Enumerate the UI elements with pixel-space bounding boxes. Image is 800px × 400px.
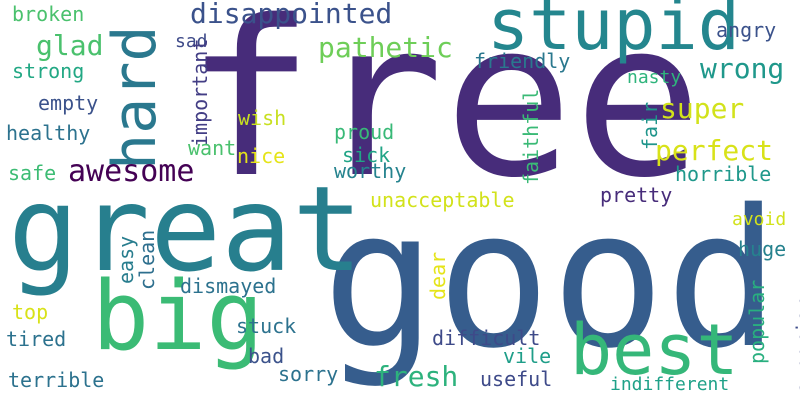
word-superior: superior — [792, 297, 800, 394]
word-important: important — [188, 38, 212, 147]
word-disappointed: disappointed — [190, 0, 393, 30]
word-useful: useful — [480, 367, 553, 391]
word-safe: safe — [8, 161, 57, 185]
word-dear: dear — [426, 251, 450, 300]
word-unacceptable: unacceptable — [370, 188, 515, 212]
word-proud: proud — [334, 120, 395, 144]
word-wrong: wrong — [700, 52, 785, 85]
word-healthy: healthy — [6, 121, 91, 145]
word-terrible: terrible — [8, 368, 105, 392]
word-nice: nice — [237, 144, 286, 168]
word-worthy: worthy — [334, 159, 407, 183]
word-bad: bad — [248, 344, 285, 368]
word-clean: clean — [135, 229, 159, 290]
word-stuck: stuck — [236, 314, 297, 338]
word-easy: easy — [114, 235, 138, 284]
word-top: top — [12, 300, 49, 324]
word-super: super — [660, 92, 745, 125]
word-popular: popular — [745, 279, 769, 364]
word-strong: strong — [12, 59, 85, 83]
word-vile: vile — [503, 344, 552, 368]
word-sad: sad — [175, 31, 208, 52]
word-indifferent: indifferent — [610, 374, 730, 395]
word-friendly: friendly — [474, 49, 571, 73]
word-avoid: avoid — [732, 209, 787, 230]
word-faithful: faithful — [519, 88, 543, 185]
word-horrible: horrible — [675, 162, 772, 186]
word-best: best — [570, 309, 739, 391]
word-wish: wish — [238, 106, 287, 130]
word-dismayed: dismayed — [180, 274, 277, 298]
word-free: free — [185, 0, 703, 225]
word-broken: broken — [12, 2, 85, 26]
word-pretty: pretty — [600, 183, 673, 207]
word-great: great — [8, 160, 364, 298]
word-hard: hard — [100, 25, 170, 171]
word-sick: sick — [342, 143, 391, 167]
word-angry: angry — [716, 18, 777, 42]
word-tired: tired — [6, 327, 67, 351]
word-big: big — [92, 262, 264, 372]
word-want: want — [188, 136, 237, 160]
word-empty: empty — [38, 91, 99, 115]
word-difficult: difficult — [432, 326, 541, 350]
word-sorry: sorry — [278, 362, 339, 386]
word-stupid: stupid — [487, 0, 740, 66]
word-perfect: perfect — [655, 134, 774, 167]
word-glad: glad — [36, 29, 104, 62]
word-fair: fair — [638, 101, 662, 150]
word-good: good — [322, 169, 780, 390]
word-awesome: awesome — [68, 154, 195, 189]
word-huge: huge — [738, 237, 787, 261]
word-pathetic: pathetic — [318, 31, 453, 64]
word-nasty: nasty — [627, 67, 682, 88]
word-fresh: fresh — [374, 360, 459, 393]
